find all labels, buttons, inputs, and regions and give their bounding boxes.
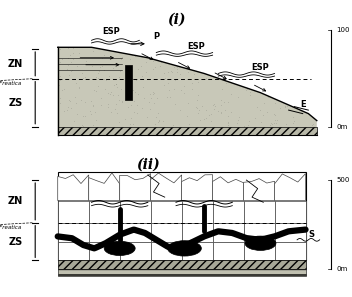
Polygon shape — [58, 260, 306, 269]
Text: ZN: ZN — [8, 196, 23, 206]
Polygon shape — [244, 223, 275, 241]
Polygon shape — [120, 200, 151, 223]
Polygon shape — [213, 223, 244, 241]
Bar — [58, 171, 306, 260]
Polygon shape — [244, 200, 275, 223]
Polygon shape — [275, 200, 306, 223]
Text: ESP: ESP — [187, 42, 205, 51]
Text: ZS: ZS — [8, 98, 23, 108]
Polygon shape — [182, 241, 213, 260]
Ellipse shape — [245, 236, 276, 250]
Bar — [125, 65, 132, 100]
Polygon shape — [213, 241, 244, 260]
Text: ESP: ESP — [252, 63, 269, 72]
Polygon shape — [151, 173, 182, 200]
Polygon shape — [58, 200, 89, 223]
Text: ZS: ZS — [8, 236, 23, 247]
Polygon shape — [244, 241, 275, 260]
Text: Superficie Freatica: Superficie Freatica — [0, 81, 22, 86]
Text: 500: 500 — [337, 177, 350, 183]
Polygon shape — [58, 127, 317, 135]
Polygon shape — [151, 200, 182, 223]
Ellipse shape — [104, 241, 135, 255]
Polygon shape — [89, 223, 120, 241]
Polygon shape — [213, 177, 244, 200]
Polygon shape — [58, 223, 89, 241]
Text: S: S — [308, 230, 314, 239]
Polygon shape — [182, 200, 213, 223]
Text: E: E — [300, 100, 306, 109]
Bar — [58, 269, 306, 276]
Polygon shape — [120, 223, 151, 241]
Polygon shape — [275, 173, 306, 200]
Text: Superficie Freatica: Superficie Freatica — [0, 225, 22, 230]
Text: ESP: ESP — [102, 27, 120, 36]
Text: P: P — [153, 32, 159, 41]
Polygon shape — [275, 241, 306, 260]
Polygon shape — [58, 241, 89, 260]
Text: 0m: 0m — [337, 266, 348, 272]
Polygon shape — [89, 173, 120, 200]
Polygon shape — [58, 47, 317, 135]
Polygon shape — [182, 175, 213, 200]
Polygon shape — [58, 175, 89, 200]
Text: (ii): (ii) — [136, 158, 160, 172]
Ellipse shape — [168, 241, 201, 256]
Text: 100: 100 — [337, 27, 350, 33]
Text: ZN: ZN — [8, 59, 23, 69]
Polygon shape — [151, 241, 182, 260]
Text: 0m: 0m — [337, 124, 348, 130]
Polygon shape — [244, 178, 275, 200]
Text: (i): (i) — [167, 12, 185, 26]
Polygon shape — [213, 200, 244, 223]
Polygon shape — [120, 241, 151, 260]
Polygon shape — [120, 173, 151, 200]
Polygon shape — [275, 223, 306, 241]
Polygon shape — [151, 223, 182, 241]
Polygon shape — [89, 241, 120, 260]
Polygon shape — [89, 200, 120, 223]
Polygon shape — [182, 223, 213, 241]
